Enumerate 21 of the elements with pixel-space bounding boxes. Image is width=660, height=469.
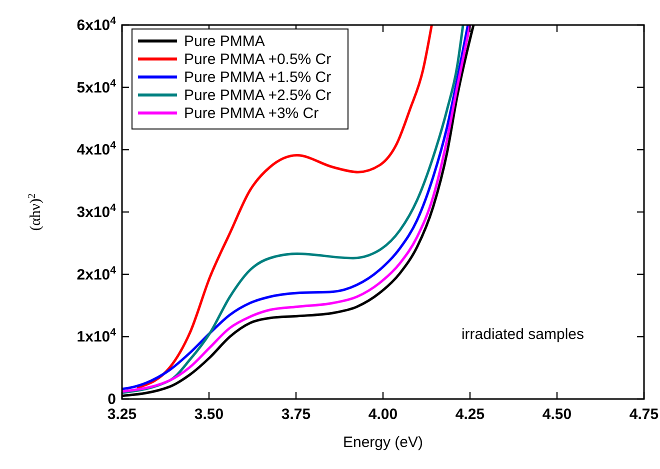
annotation: irradiated samples bbox=[461, 326, 584, 343]
x-tick-label: 4.50 bbox=[542, 406, 572, 423]
x-tick-label: 3.25 bbox=[107, 406, 137, 423]
x-tick-label: 3.75 bbox=[281, 406, 311, 423]
y-tick-label: 0 bbox=[108, 391, 116, 408]
x-axis-title: Energy (eV) bbox=[342, 434, 424, 451]
y-tick-label: 4x10$^{4}$ bbox=[76, 140, 116, 159]
x-tick-label: 4.00 bbox=[368, 406, 398, 423]
y-tick-label: 1x10$^{4}$ bbox=[76, 326, 116, 346]
legend-label: Pure PMMA +0.5% Cr bbox=[184, 51, 332, 68]
y-tick-label: 3x10$^{4}$ bbox=[76, 202, 116, 221]
x-tick-label: 4.25 bbox=[455, 406, 485, 423]
y-tick-label: 6x10$^{4}$ bbox=[76, 15, 116, 34]
legend-label: Pure PMMA bbox=[184, 33, 265, 50]
y-tick-label: 2x10$^{4}$ bbox=[76, 264, 116, 284]
x-tick-label: 3.50 bbox=[194, 406, 224, 423]
legend-label: Pure PMMA +3% Cr bbox=[184, 105, 319, 122]
legend-label: Pure PMMA +2.5% Cr bbox=[184, 87, 332, 104]
y-tick-label: 5x10$^{4}$ bbox=[76, 77, 116, 96]
legend-label: Pure PMMA +1.5% Cr bbox=[184, 69, 332, 86]
x-tick-label: 4.75 bbox=[629, 406, 659, 423]
